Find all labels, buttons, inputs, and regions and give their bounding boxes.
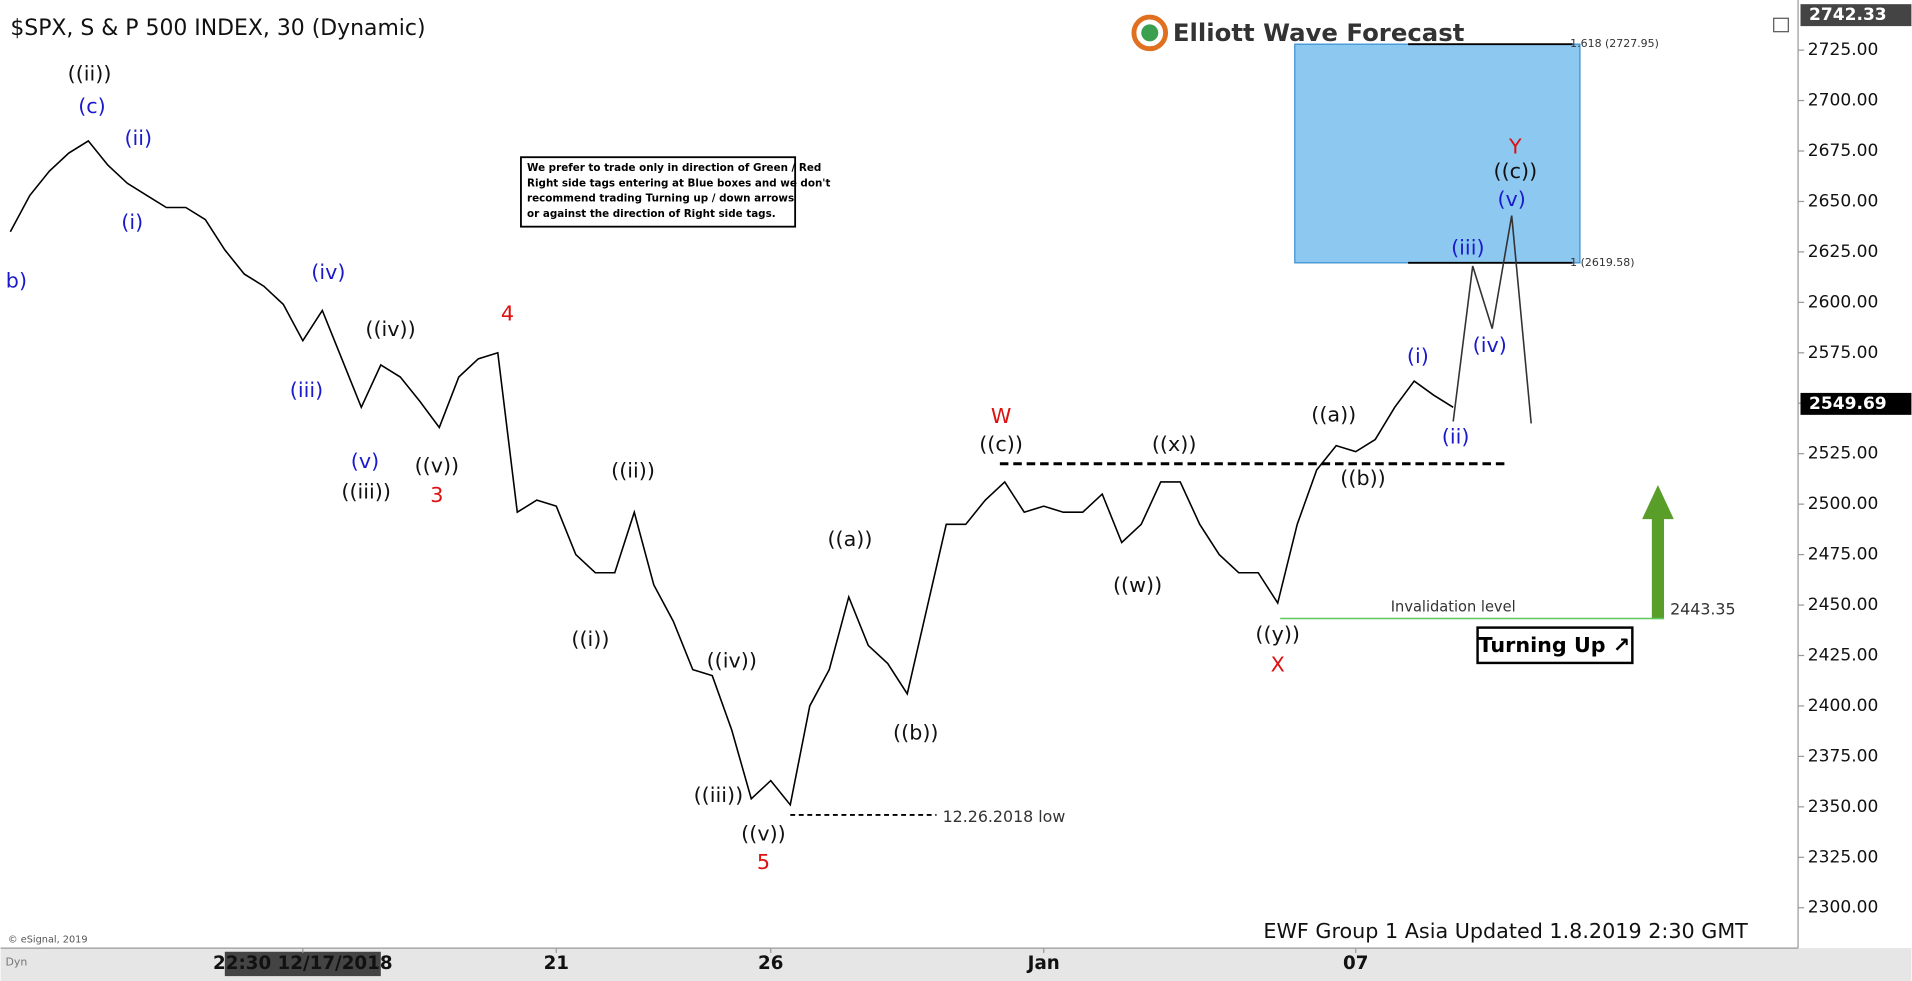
target-box: [1294, 43, 1581, 264]
price-tag-box: [1800, 392, 1912, 415]
wave-label: ((y)): [1255, 622, 1300, 646]
wave-label: ((ii)): [611, 459, 655, 483]
fib-label: 1.618 (2727.95): [1570, 37, 1659, 50]
wave-label: (v): [351, 449, 379, 473]
price-tag: 2742.33: [1809, 5, 1887, 25]
x-tick-highlight: [224, 951, 381, 977]
y-tick-label: 2425.00: [1808, 645, 1879, 665]
wave-label: 5: [757, 850, 770, 874]
footer: EWF Group 1 Asia Updated 1.8.2019 2:30 G…: [1263, 919, 1748, 943]
wave-label: ((ii)): [68, 61, 112, 85]
credit: © eSignal, 2019: [8, 935, 88, 946]
y-tick-label: 2375.00: [1808, 746, 1879, 766]
wave-label: ((i)): [571, 627, 609, 651]
note-line: recommend trading Turning up / down arro…: [527, 193, 794, 205]
y-tick-label: 2475.00: [1808, 545, 1879, 565]
note-line: Right side tags entering at Blue boxes a…: [527, 177, 830, 189]
wave-label: 3: [430, 483, 443, 507]
low-label: 12.26.2018 low: [943, 807, 1066, 826]
wave-label: ((a)): [827, 527, 872, 551]
wave-label: Y: [1508, 134, 1522, 158]
price-line: [9, 139, 1454, 807]
wave-label: ((c)): [979, 432, 1023, 456]
x-tick-label: Jan: [1026, 953, 1060, 974]
y-tick-label: 2300.00: [1808, 898, 1879, 918]
x-tick-label: 26: [758, 953, 783, 974]
wave-label: X: [1271, 652, 1285, 676]
note-box: [520, 156, 797, 228]
wave-label: (iii): [290, 378, 323, 402]
wave-label: ((x)): [1152, 432, 1197, 456]
wave-label: ((v)): [741, 822, 786, 846]
note-line: We prefer to trade only in direction of …: [527, 162, 821, 174]
wave-label: (v): [1497, 187, 1525, 211]
y-tick-label: 2500.00: [1808, 494, 1879, 514]
wave-label: ((iv)): [707, 649, 757, 673]
projection-line: [1452, 215, 1532, 424]
x-tick-label: 21: [544, 953, 569, 974]
signal-arrow: [1642, 485, 1674, 620]
wave-label: (iv): [1473, 333, 1507, 357]
note-line: or against the direction of Right side t…: [527, 208, 776, 220]
x-tick-label: 07: [1343, 953, 1368, 974]
invalidation-value: 2443.35: [1670, 599, 1735, 618]
wave-label: (iv): [311, 260, 345, 284]
y-tick-label: 2400.00: [1808, 696, 1879, 716]
invalidation-label: Invalidation level: [1391, 598, 1516, 615]
wave-label: 4: [501, 301, 514, 325]
price-tag: 2549.69: [1809, 394, 1887, 414]
x-tick-label: 22:30 12/17/2018: [213, 953, 393, 974]
wave-label: ((iv)): [365, 317, 415, 341]
logo-icon-core: [1141, 24, 1159, 42]
y-tick-label: 2700.00: [1808, 91, 1879, 111]
y-tick-label: 2575.00: [1808, 343, 1879, 363]
wave-label: ((v)): [415, 454, 460, 478]
price-tag-box: [1800, 4, 1912, 27]
wave-label: (ii): [1442, 424, 1470, 448]
wave-label: ((c)): [1494, 159, 1538, 183]
signal-text: Turning Up ↗: [1479, 633, 1631, 657]
wave-label: (i): [121, 210, 143, 234]
wave-label: ((b)): [893, 721, 938, 745]
wave-label: ((iii)): [694, 783, 744, 807]
window-button[interactable]: [1773, 17, 1789, 33]
y-tick-label: 2725.00: [1808, 40, 1879, 60]
wave-label: (i): [1407, 344, 1429, 368]
y-tick-label: 2525.00: [1808, 444, 1879, 464]
chart-title: $SPX, S & P 500 INDEX, 30 (Dynamic): [10, 16, 425, 41]
y-tick-label: 2325.00: [1808, 847, 1879, 867]
corner-label: Dyn: [5, 956, 27, 969]
wave-label: b): [6, 269, 27, 293]
fib-label: 1 (2619.58): [1570, 256, 1634, 269]
y-tick-label: 2450.00: [1808, 595, 1879, 615]
wave-label: (ii): [124, 126, 152, 150]
y-tick-label: 2650.00: [1808, 191, 1879, 211]
y-tick-label: 2600.00: [1808, 292, 1879, 312]
wave-label: ((b)): [1340, 466, 1385, 490]
wave-label: (c): [78, 94, 106, 118]
wave-label: (iii): [1451, 236, 1484, 260]
wave-label: ((iii)): [341, 479, 391, 503]
wave-label: W: [991, 404, 1011, 428]
wave-label: ((a)): [1311, 403, 1356, 427]
signal-box: [1476, 626, 1634, 665]
y-tick-label: 2350.00: [1808, 797, 1879, 817]
y-tick-label: 2675.00: [1808, 141, 1879, 161]
logo-text: Elliott Wave Forecast: [1173, 18, 1465, 47]
logo-icon: [1131, 14, 1169, 52]
y-tick-label: 2625.00: [1808, 242, 1879, 262]
wave-label: ((w)): [1113, 573, 1162, 597]
